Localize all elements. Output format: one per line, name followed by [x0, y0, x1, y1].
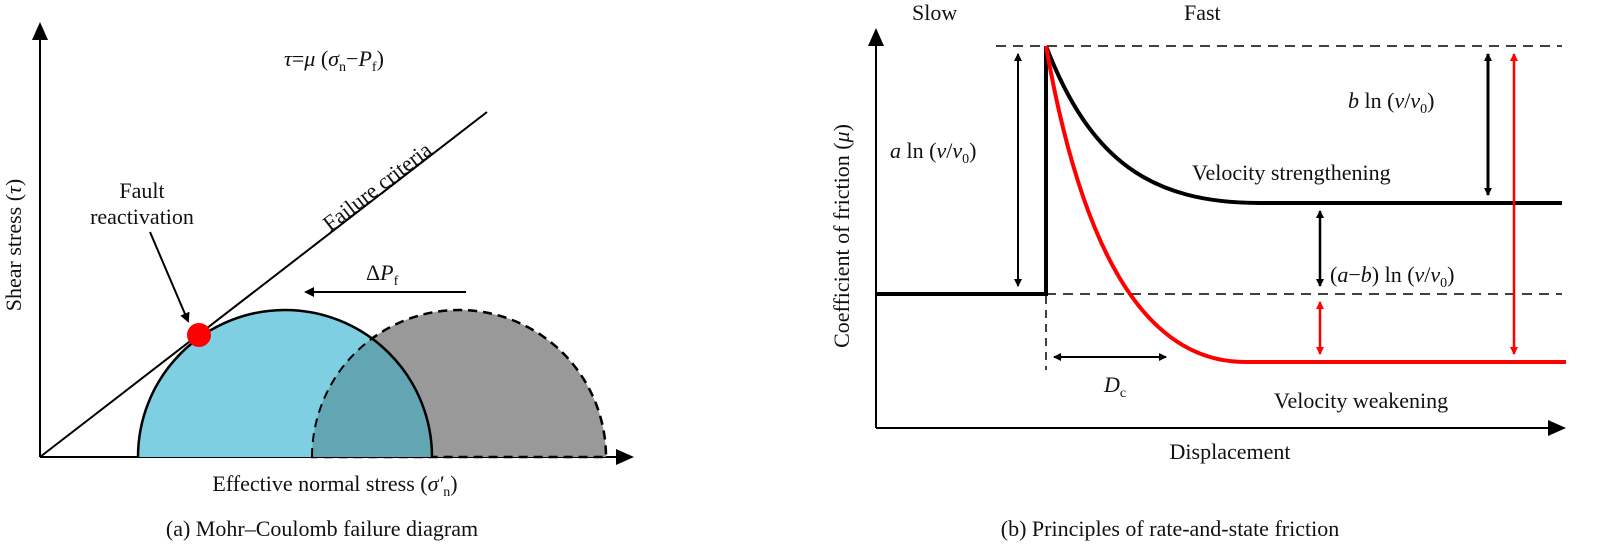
b-y-axis-label: Coefficient of friction (μ) — [829, 124, 854, 348]
a-x-axis-arrowhead — [616, 449, 634, 465]
weakening-curve — [1044, 45, 1566, 364]
strengthening-curve — [1044, 45, 1562, 205]
mohr-circle-blue-outline — [136, 308, 434, 458]
panel-b: Slow Fast a ln (v/v0) b ln (v/v0) Veloci… — [829, 0, 1566, 541]
a-caption: (a) Mohr–Coulomb failure diagram — [166, 516, 478, 541]
a-equation: τ=μ (σn−Pf) — [284, 46, 384, 75]
fast-label: Fast — [1184, 0, 1221, 25]
a-ln-label: a ln (v/v0) — [890, 138, 976, 167]
mohr-circle-gray-outline — [311, 309, 607, 458]
a-y-axis-arrowhead — [32, 22, 48, 40]
b-x-axis-arrowhead — [1548, 420, 1566, 436]
fault-reactivation-point — [187, 323, 211, 347]
a-minus-b-label: (a−b) ln (v/v0) — [1330, 262, 1455, 291]
failure-criteria-line — [39, 111, 488, 458]
friction-step — [876, 46, 1048, 296]
fault-reactivation-label-line1: Fault — [119, 178, 164, 203]
b-y-axis-arrowhead — [868, 28, 884, 46]
fault-arrow — [149, 231, 190, 323]
b-ln-label: b ln (v/v0) — [1348, 88, 1434, 117]
failure-criteria-label: Failure criteria — [318, 137, 437, 236]
b-x-axis-label: Displacement — [1170, 439, 1291, 464]
a-y-axis-label: Shear stress (τ) — [1, 179, 26, 312]
fault-reactivation-label-line2: reactivation — [90, 204, 194, 229]
weakening-label: Velocity weakening — [1274, 388, 1448, 413]
slow-label: Slow — [912, 0, 957, 25]
b-caption: (b) Principles of rate-and-state frictio… — [1001, 516, 1339, 541]
strengthening-label: Velocity strengthening — [1192, 160, 1391, 185]
delta-pf-label: ΔPf — [366, 260, 399, 289]
panel-a: τ=μ (σn−Pf) Failure criteria Fault react… — [1, 22, 634, 541]
dc-label: Dc — [1103, 372, 1126, 401]
a-x-axis-label: Effective normal stress (σ′n) — [212, 471, 457, 500]
